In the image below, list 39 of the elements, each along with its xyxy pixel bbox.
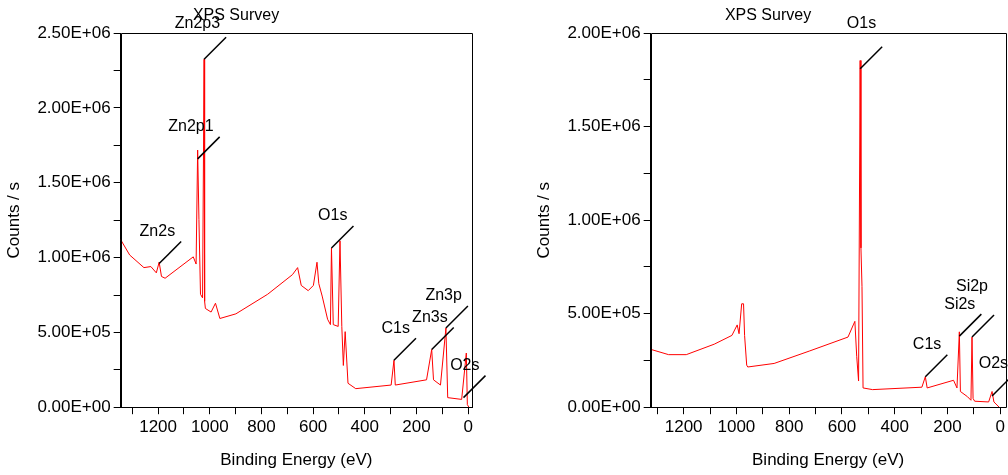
y-tick-label: 2.00E+06 (37, 97, 111, 117)
annotation: Si2p (955, 277, 989, 295)
y-tick-label: 1.50E+06 (37, 172, 111, 192)
y-tick-label: 0.00E+00 (37, 396, 111, 416)
x-tick-label: 800 (247, 417, 276, 437)
y-tick-label: 2.50E+06 (37, 22, 111, 42)
x-tick-label: 200 (933, 417, 962, 437)
y-axis-title: Counts / s (533, 181, 553, 259)
x-tick-label: 400 (350, 417, 379, 437)
y-tick-label: 1.00E+06 (37, 247, 111, 267)
y-tick-label: 1.00E+06 (567, 209, 641, 229)
annotation: Zn3s (412, 307, 448, 325)
x-tick-label: 400 (880, 417, 909, 437)
y-tick-label: 0.00E+00 (567, 396, 641, 416)
x-axis-title: Binding Energy (eV) (220, 450, 373, 470)
x-tick-label: 0 (995, 417, 1005, 437)
x-axis-title: Binding Energy (eV) (752, 450, 905, 470)
annotation: C1s (381, 318, 410, 336)
annotation: Zn2s (139, 221, 176, 239)
y-tick-label: 5.00E+05 (37, 322, 111, 342)
x-tick-label: 1000 (190, 417, 229, 437)
x-tick-label: 600 (827, 417, 857, 437)
annotation: O1s (318, 206, 348, 224)
y-tick-label: 2.00E+06 (567, 22, 641, 42)
x-tick-label: 1000 (717, 417, 756, 437)
annotation: O1s (846, 13, 877, 31)
annotation: C1s (912, 335, 942, 353)
annotation: Zn3p (425, 286, 463, 304)
y-tick-label: 1.50E+06 (567, 116, 641, 136)
x-tick-label: 1200 (139, 417, 178, 437)
x-tick-label: 0 (463, 417, 473, 437)
x-tick-label: 800 (774, 417, 804, 437)
annotation: Si2s (944, 294, 976, 312)
x-tick-label: 1200 (664, 417, 703, 437)
y-tick-label: 5.00E+05 (567, 303, 641, 323)
chart-title: XPS Survey (724, 6, 812, 24)
x-tick-label: 200 (402, 417, 431, 437)
x-tick-label: 600 (298, 417, 328, 437)
y-axis-title: Counts / s (3, 181, 23, 259)
